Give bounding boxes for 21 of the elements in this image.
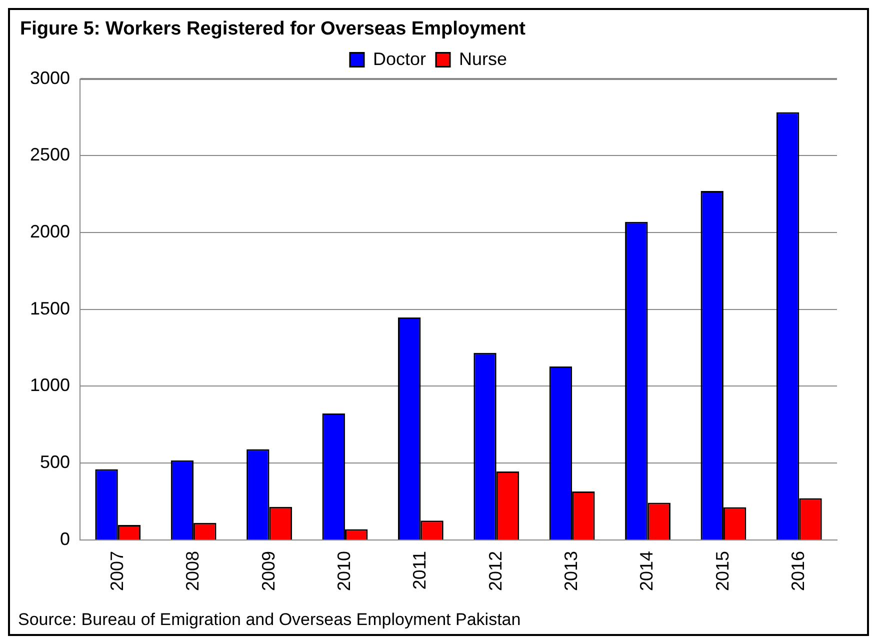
x-tick-label: 2013 bbox=[561, 550, 582, 592]
y-tick-label: 500 bbox=[40, 452, 70, 472]
legend-label: Nurse bbox=[459, 48, 508, 69]
x-tick-label: 2010 bbox=[334, 550, 354, 592]
y-tick-label: 1000 bbox=[30, 375, 70, 396]
x-tick-label: 2011 bbox=[410, 550, 430, 590]
x-tick-label: 2012 bbox=[485, 550, 506, 592]
y-tick-label: 2500 bbox=[30, 144, 70, 165]
y-tick-label: 2000 bbox=[30, 221, 70, 242]
legend-label: Doctor bbox=[372, 48, 426, 69]
y-tick-label: 0 bbox=[60, 528, 70, 549]
source-note: Source: Bureau of Emigration and Overseas Employment Pakistan bbox=[18, 610, 521, 630]
y-tick-label: 3000 bbox=[30, 68, 70, 88]
y-tick-label: 1500 bbox=[30, 298, 70, 318]
x-tick-label: 2008 bbox=[182, 550, 203, 592]
chart-title: Figure 5: Workers Registered for Overseas Employment bbox=[20, 18, 526, 40]
x-tick-label: 2015 bbox=[712, 550, 732, 592]
x-tick-label: 2007 bbox=[106, 550, 127, 592]
x-tick-label: 2014 bbox=[636, 550, 657, 592]
x-tick-label: 2016 bbox=[788, 550, 808, 592]
x-tick-label: 2009 bbox=[258, 550, 278, 592]
